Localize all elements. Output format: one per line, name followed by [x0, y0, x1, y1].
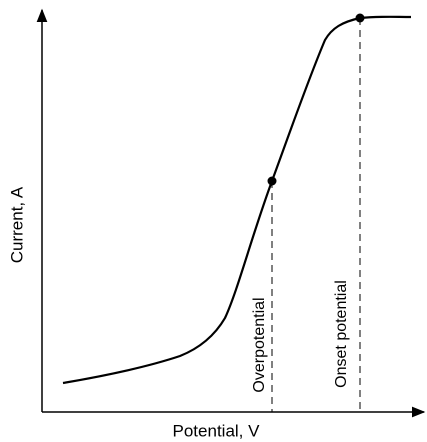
point	[355, 13, 365, 23]
x-axis-label: Potential, V	[173, 421, 261, 440]
curve	[62, 15, 412, 385]
y-axis-label: Current, A	[7, 186, 26, 263]
annotation: Onset potential	[333, 280, 350, 388]
annotation: Overpotential	[251, 297, 268, 392]
point	[267, 176, 277, 186]
